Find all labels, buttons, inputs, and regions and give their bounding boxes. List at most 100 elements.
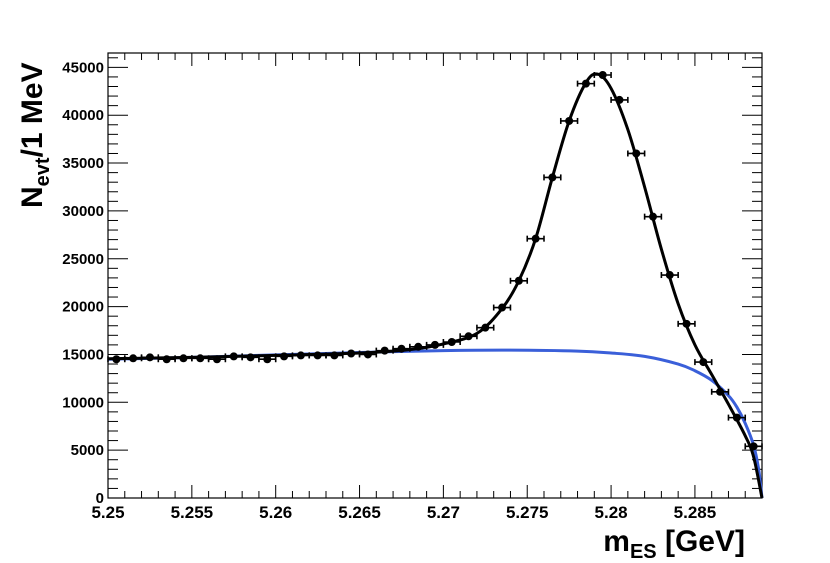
data-point — [174, 354, 193, 363]
data-marker — [682, 319, 691, 328]
data-marker — [330, 351, 339, 360]
data-point — [241, 353, 260, 362]
data-marker — [598, 71, 607, 80]
data-marker — [196, 354, 205, 363]
data-point — [224, 352, 243, 361]
y-tick-label: 45000 — [62, 59, 104, 76]
x-tick-label: 5.27 — [427, 503, 460, 522]
y-tick-label: 25000 — [62, 251, 104, 268]
data-marker — [649, 212, 657, 221]
data-point — [459, 332, 478, 341]
data-point — [694, 358, 713, 367]
data-marker — [514, 276, 523, 285]
y-axis-label: Nevt/1 MeV — [16, 62, 54, 208]
data-point — [660, 271, 679, 280]
data-marker — [129, 354, 138, 363]
data-marker — [548, 173, 557, 182]
data-marker — [263, 355, 272, 364]
x-tick-label: 5.285 — [674, 503, 717, 522]
data-point — [392, 344, 411, 353]
x-axis-label-main: m — [603, 525, 630, 558]
data-marker — [112, 355, 121, 364]
data-marker — [699, 358, 708, 367]
data-marker — [481, 323, 490, 332]
data-marker — [213, 355, 221, 364]
x-tick-label: 5.28 — [595, 503, 628, 522]
data-marker — [464, 332, 473, 341]
data-marker — [246, 353, 255, 362]
data-marker — [397, 344, 406, 353]
y-tick-label: 0 — [96, 490, 104, 507]
data-point — [107, 355, 126, 364]
data-point — [710, 387, 730, 396]
y-tick-label: 5000 — [71, 442, 104, 459]
y-tick-label: 40000 — [62, 107, 104, 124]
total-fit-line — [107, 72, 764, 499]
x-axis-label-rest: [GeV] — [657, 525, 745, 558]
data-marker — [414, 342, 423, 351]
data-point — [744, 442, 763, 451]
data-point — [492, 303, 512, 312]
data-point — [610, 95, 629, 104]
data-marker — [447, 338, 456, 347]
data-point — [375, 346, 394, 355]
data-point — [677, 319, 696, 328]
data-marker — [498, 303, 507, 312]
data-marker — [145, 353, 154, 362]
x-axis-label: mES [GeV] — [603, 525, 745, 563]
data-marker — [313, 351, 322, 360]
x-tick-label: 5.25 — [91, 503, 124, 522]
x-tick-label: 5.265 — [338, 503, 381, 522]
data-point — [559, 116, 579, 125]
data-marker — [531, 234, 540, 243]
y-tick-label: 10000 — [62, 394, 104, 411]
data-marker — [363, 350, 372, 359]
data-point — [341, 349, 361, 358]
y-tick-label: 35000 — [62, 155, 104, 172]
x-tick-label: 5.255 — [171, 503, 214, 522]
data-point — [576, 79, 596, 88]
data-point — [627, 149, 646, 158]
data-point — [157, 355, 176, 364]
y-axis-label-rest: /1 MeV — [16, 62, 49, 157]
data-point — [509, 276, 529, 285]
background-fit-line — [107, 348, 764, 499]
data-marker — [229, 352, 238, 361]
data-marker — [632, 149, 641, 158]
data-marker — [179, 354, 188, 363]
data-marker — [732, 413, 741, 422]
x-axis-label-sub: ES — [630, 541, 657, 563]
data-marker — [162, 355, 171, 364]
y-axis-label-group: Nevt/1 MeV — [16, 62, 54, 208]
x-tick-label: 5.26 — [259, 503, 292, 522]
data-marker — [716, 387, 725, 396]
data-point — [727, 413, 747, 422]
y-tick-label: 20000 — [62, 299, 104, 316]
data-marker — [565, 116, 574, 125]
series-layer — [107, 71, 764, 499]
data-marker — [431, 340, 439, 349]
data-marker — [581, 79, 590, 88]
data-marker — [615, 95, 624, 104]
plot-frame — [107, 52, 763, 499]
x-tick-labels: 5.25 5.255 5.26 5.265 5.27 5.275 5.28 5.285 — [91, 503, 716, 522]
data-point — [425, 340, 445, 349]
data-point — [207, 355, 227, 364]
data-point — [526, 234, 545, 243]
y-tick-labels: 0 5000 10000 15000 20000 25000 30000 35000 40000… — [62, 59, 104, 507]
data-marker — [347, 349, 356, 358]
data-point — [123, 354, 143, 363]
data-marker — [749, 442, 758, 451]
data-point — [476, 323, 495, 332]
axis-ticks — [107, 53, 763, 499]
y-axis-label-sub: evt — [32, 157, 54, 186]
data-point — [643, 212, 663, 221]
data-point — [442, 338, 461, 347]
data-point — [543, 173, 562, 182]
y-axis-label-main: N — [16, 186, 49, 208]
data-marker — [665, 271, 674, 280]
y-tick-label: 30000 — [62, 203, 104, 220]
data-point — [140, 353, 160, 362]
data-marker — [280, 352, 289, 361]
